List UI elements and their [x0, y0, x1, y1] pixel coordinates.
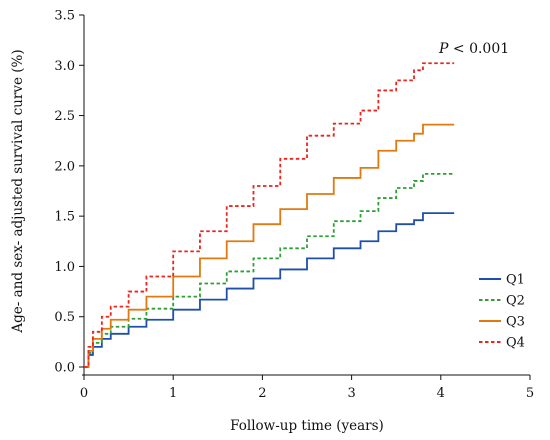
series-line-q2: [84, 173, 455, 368]
series-line-q4: [84, 62, 455, 368]
y-tick-label: 2.5: [54, 109, 75, 124]
x-tick-label: 2: [258, 386, 266, 401]
x-tick-label: 3: [347, 386, 355, 401]
legend-label-q3: Q3: [506, 315, 525, 330]
y-tick-label: 1.5: [54, 210, 75, 225]
x-tick-label: 4: [437, 386, 445, 401]
p-value-annotation: P < 0.001: [438, 41, 509, 57]
legend: Q1 Q2 Q3 Q4: [479, 273, 525, 351]
axes: [82, 15, 530, 376]
y-tick-label: 0.0: [54, 361, 75, 376]
y-tick-label: 0.5: [54, 310, 75, 325]
x-axis-title: Follow-up time (years): [230, 418, 384, 434]
legend-label-q1: Q1: [506, 273, 525, 288]
p-symbol: P: [438, 41, 449, 57]
series-lines: [84, 62, 455, 368]
y-ticks: 0.0 0.5 1.0 1.5 2.0 2.5 3.0 3.5: [54, 9, 84, 376]
p-value-text: < 0.001: [448, 41, 509, 57]
y-tick-label: 3.0: [54, 59, 75, 74]
series-line-q1: [84, 212, 455, 368]
y-tick-label: 2.0: [54, 159, 75, 174]
x-tick-label: 5: [526, 386, 534, 401]
series-line-q3: [84, 123, 455, 368]
legend-label-q4: Q4: [506, 336, 525, 351]
x-tick-label: 1: [169, 386, 177, 401]
y-axis-title: Age- and sex- adjusted survival curve (%…: [10, 49, 26, 333]
x-tick-label: 0: [80, 386, 88, 401]
y-tick-label: 3.5: [54, 9, 75, 24]
legend-label-q2: Q2: [506, 294, 525, 309]
y-tick-label: 1.0: [54, 260, 75, 275]
x-ticks: 0 1 2 3 4 5: [80, 375, 534, 401]
